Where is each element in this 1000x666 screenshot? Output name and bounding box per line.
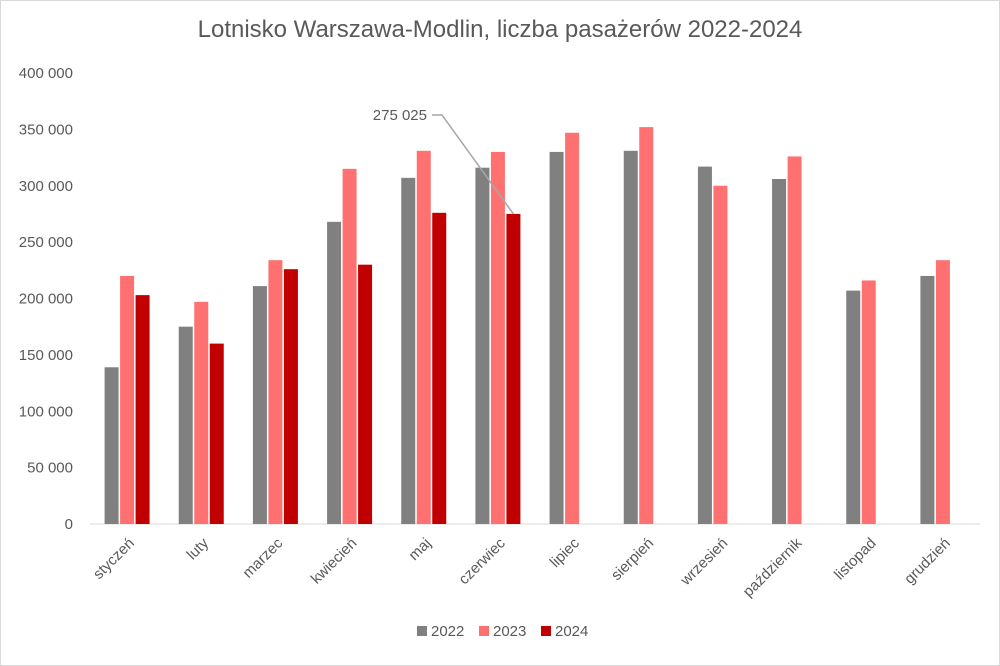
bar-2023-2 xyxy=(268,260,283,524)
bar-2022-0 xyxy=(104,367,119,524)
annotation-label: 275 025 xyxy=(373,107,427,124)
x-tick-label: kwiecień xyxy=(308,535,361,588)
bar-2023-9 xyxy=(787,156,802,524)
x-tick-label: wrzesień xyxy=(677,535,732,590)
bar-2024-0 xyxy=(135,295,150,524)
bar-2022-2 xyxy=(252,286,267,524)
y-tick-label: 400 000 xyxy=(19,65,73,82)
bar-2022-1 xyxy=(178,326,193,524)
bar-2022-8 xyxy=(697,166,712,524)
bars-group xyxy=(104,127,950,525)
y-tick-label: 0 xyxy=(65,516,73,533)
chart-title: Lotnisko Warszawa-Modlin, liczba pasażer… xyxy=(197,16,803,43)
legend-swatch-2024 xyxy=(541,626,551,636)
bar-2023-3 xyxy=(342,168,357,524)
y-tick-label: 100 000 xyxy=(19,403,73,420)
bar-2022-9 xyxy=(772,178,787,525)
bar-2022-11 xyxy=(920,275,935,524)
bar-2023-4 xyxy=(416,150,431,525)
bar-2024-2 xyxy=(283,269,298,524)
bar-2023-5 xyxy=(490,151,505,525)
legend-label-2022: 2022 xyxy=(431,623,464,640)
x-tick-label: czerwiec xyxy=(455,534,509,588)
x-tick-label: październik xyxy=(740,534,806,600)
x-tick-label: lipiec xyxy=(547,534,584,571)
bar-2023-1 xyxy=(194,301,209,524)
x-tick-label: luty xyxy=(184,534,213,563)
legend: 2022 2023 2024 xyxy=(417,623,588,640)
x-tick-label: maj xyxy=(405,535,434,564)
y-axis-ticks: 0 50 000 100 000 150 000 200 000 250 000 300 0… xyxy=(19,65,73,533)
bar-2024-3 xyxy=(358,264,373,524)
bar-2023-11 xyxy=(935,260,950,524)
bar-2024-1 xyxy=(209,343,224,524)
legend-label-2024: 2024 xyxy=(555,623,588,640)
bar-2022-5 xyxy=(475,167,490,524)
annotation-group: 275 025 xyxy=(373,107,515,215)
bar-2022-3 xyxy=(327,221,342,524)
bar-2023-7 xyxy=(639,127,654,525)
bar-2023-10 xyxy=(861,280,876,524)
x-tick-label: listopad xyxy=(831,535,880,584)
y-tick-label: 350 000 xyxy=(19,121,73,138)
bar-2022-4 xyxy=(401,177,416,525)
bar-2024-5 xyxy=(506,213,521,525)
x-tick-label: grudzień xyxy=(901,535,954,588)
bar-2022-6 xyxy=(549,151,564,525)
annotation-leader-line xyxy=(432,114,515,215)
y-tick-label: 50 000 xyxy=(27,460,73,477)
bar-2023-6 xyxy=(565,132,580,524)
legend-label-2023: 2023 xyxy=(493,623,526,640)
y-tick-label: 300 000 xyxy=(19,178,73,195)
y-tick-label: 150 000 xyxy=(19,347,73,364)
x-tick-label: marzec xyxy=(239,534,286,581)
bar-2023-0 xyxy=(120,275,135,524)
y-tick-label: 250 000 xyxy=(19,234,73,251)
bar-2024-4 xyxy=(432,212,447,524)
x-axis-labels: styczeń luty marzec kwiecień maj czerwiec lipi… xyxy=(90,534,954,600)
legend-swatch-2023 xyxy=(479,626,489,636)
y-tick-label: 200 000 xyxy=(19,291,73,308)
legend-swatch-2022 xyxy=(417,626,427,636)
bar-2022-7 xyxy=(623,150,638,525)
bar-2023-8 xyxy=(713,185,728,524)
x-tick-label: sierpień xyxy=(608,535,657,584)
bar-2022-10 xyxy=(846,290,861,524)
x-tick-label: styczeń xyxy=(90,535,138,583)
